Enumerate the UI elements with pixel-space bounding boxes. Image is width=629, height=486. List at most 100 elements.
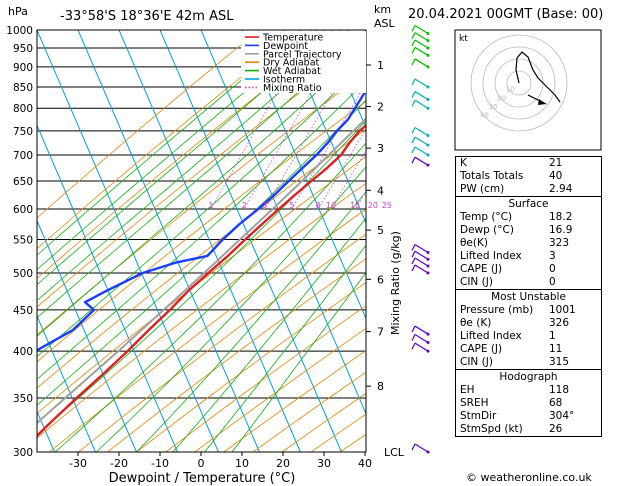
wind-barb-staff xyxy=(414,250,429,260)
mixing-ratio-labels: 1 2 3 5 8 10 15 20 25 xyxy=(208,201,392,210)
most-unstable-heading: Most Unstable xyxy=(491,291,566,303)
wind-barb-staff xyxy=(414,32,429,42)
km-tick-label: 6 xyxy=(377,273,384,286)
hodograph-ring-label: 40 xyxy=(480,112,489,120)
surface-row: Lifted Index 3 xyxy=(460,250,556,262)
dry-adiabat-line xyxy=(194,327,366,452)
isotherm-line xyxy=(37,30,219,452)
wind-barb-staff xyxy=(414,127,429,137)
wet-adiabat-line xyxy=(37,120,366,436)
wind-barb-point xyxy=(426,65,430,69)
hodograph-unit-label: kt xyxy=(459,34,468,44)
wind-barb-staff xyxy=(414,244,429,254)
mixing-ratio-label: 15 xyxy=(350,201,360,210)
wind-barb-flag xyxy=(411,264,416,272)
wind-barb-flag xyxy=(411,127,416,134)
mixing-ratio-label: 5 xyxy=(289,201,294,210)
pressure-tick-label: 900 xyxy=(13,62,33,74)
lcl-label: LCL xyxy=(384,446,405,459)
wet-adiabat-line xyxy=(37,80,366,380)
surface-row: CAPE (J) 0 xyxy=(460,263,556,275)
pressure-tick-label: 1000 xyxy=(6,25,33,37)
hodograph-index-block: Hodograph EH 118 SREH 68 StmDir 304° StmSpd… xyxy=(456,370,601,437)
legend-label: Temperature xyxy=(262,33,323,44)
wind-barb-staff xyxy=(414,39,429,49)
dewpoint-profile xyxy=(37,88,366,352)
wind-barb-flag xyxy=(411,58,416,66)
mixing-ratio-label: 2 xyxy=(242,201,247,210)
unstable-row: Lifted Index 1 xyxy=(460,330,556,342)
wind-barb-staff xyxy=(414,136,429,146)
wind-barb-point xyxy=(426,450,430,454)
unstable-row: Pressure (mb) 1001 xyxy=(460,304,576,316)
chart-grid xyxy=(37,30,366,452)
temperature-profile xyxy=(37,123,366,438)
wind-barb-point xyxy=(426,332,430,336)
wet-adiabat-line xyxy=(96,166,366,452)
wind-barb-staff xyxy=(414,46,429,56)
wind-barb-point xyxy=(426,163,430,167)
pressure-tick-label: 700 xyxy=(13,150,33,162)
legend-label: Wet Adiabat xyxy=(263,66,321,77)
wind-barb-point xyxy=(426,134,430,138)
x-tick-label: 40 xyxy=(358,457,372,470)
wind-barb-flag xyxy=(411,146,416,154)
dry-adiabat-line xyxy=(107,258,366,452)
km-tick-label: 8 xyxy=(377,380,384,393)
km-tick-label: 4 xyxy=(377,184,384,197)
wind-barb-flag xyxy=(411,78,416,86)
km-tick-label: 1 xyxy=(377,59,384,72)
wind-barb-flag xyxy=(411,39,416,47)
wind-barb-flag xyxy=(411,342,416,350)
x-tick-label: -30 xyxy=(69,457,87,470)
hodograph-ring-label: 20 xyxy=(497,94,506,102)
wind-barb-flag xyxy=(411,244,416,251)
isotherm-line xyxy=(323,30,366,129)
isotherm-line xyxy=(37,314,96,452)
wind-barb-flag xyxy=(411,32,416,39)
index-row-pw: PW (cm) 2.94 xyxy=(460,183,573,195)
surface-row: CIN (J) 0 xyxy=(460,276,556,288)
wind-barb-staff xyxy=(414,264,429,274)
pressure-tick-label: 350 xyxy=(13,393,33,405)
wind-barb-flag xyxy=(411,47,416,54)
wind-barb-point xyxy=(426,251,430,255)
hodograph-heading: Hodograph xyxy=(499,371,558,383)
km-tick-label: 7 xyxy=(377,326,384,339)
pressure-tick-label: 850 xyxy=(13,82,33,94)
mixing-ratio-line xyxy=(291,82,366,210)
legend-label: Parcel Trajectory xyxy=(263,49,342,60)
wind-barb-point xyxy=(426,143,430,147)
wind-barb-point xyxy=(426,32,430,36)
surface-row: θe(K) 323 xyxy=(460,237,570,249)
legend-box xyxy=(241,31,366,93)
isotherm-line xyxy=(118,30,301,452)
pressure-tick-label: 750 xyxy=(13,126,33,138)
dry-adiabat-line xyxy=(78,233,366,452)
hodo-row: StmDir 304° xyxy=(460,410,575,422)
datetime-title: 20.04.2021 00GMT (Base: 00) xyxy=(408,7,603,22)
wind-barb-point xyxy=(426,98,430,102)
pressure-tick-label: 800 xyxy=(13,103,33,115)
x-tick-label: 30 xyxy=(317,457,331,470)
dry-adiabat-line xyxy=(37,100,366,363)
hodograph-ring-label: 10 xyxy=(506,86,515,94)
wind-barb-staff xyxy=(414,25,429,35)
pressure-tick-label: 300 xyxy=(13,447,33,459)
wind-barb-flag xyxy=(411,99,416,107)
pressure-tick-label: 500 xyxy=(13,268,33,280)
wind-barb-point xyxy=(426,153,430,157)
indices-top-block: K 21 Totals Totals 40 PW (cm) 2.94 xyxy=(456,157,601,197)
hodo-row: SREH 68 xyxy=(460,397,563,409)
legend-label: Isotherm xyxy=(263,75,305,86)
pressure-tick-label: 600 xyxy=(13,204,33,216)
mixing-ratio-label: 10 xyxy=(326,201,336,210)
dry-adiabat-line xyxy=(37,30,260,219)
dry-adiabat-line xyxy=(136,281,366,452)
wind-barb-point xyxy=(426,39,430,43)
km-axis-label: km xyxy=(374,3,391,16)
wind-barb-staff xyxy=(414,58,429,68)
